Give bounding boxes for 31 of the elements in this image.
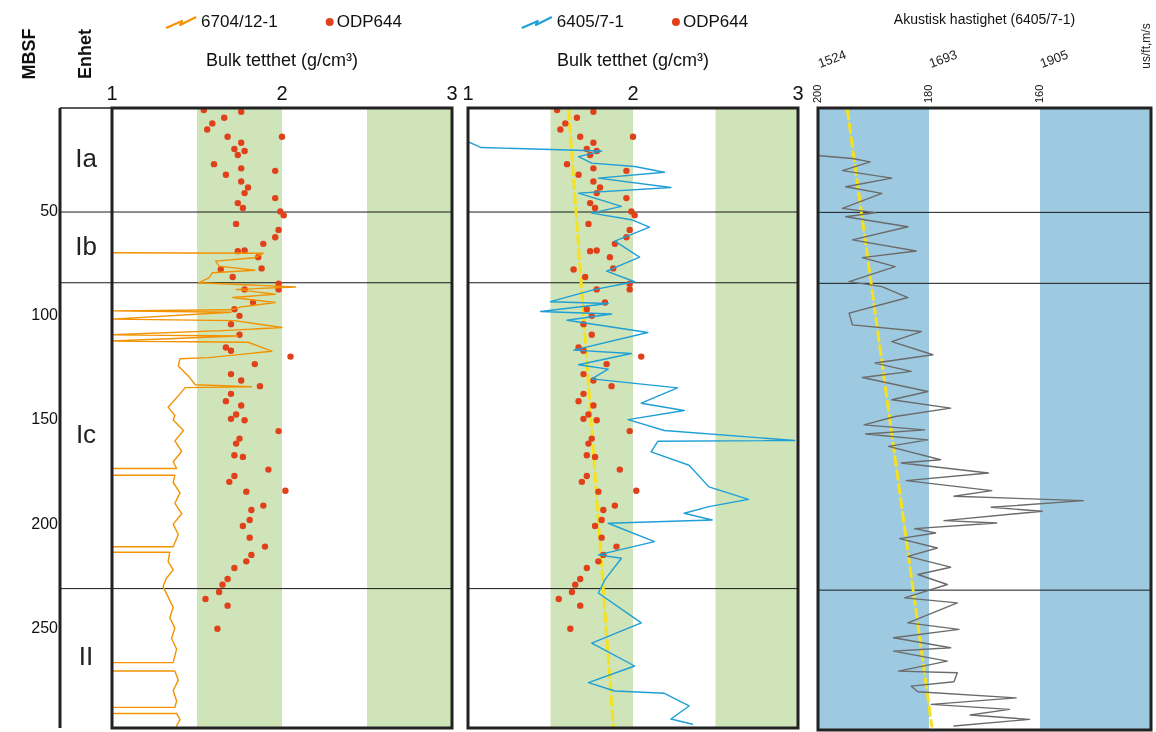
x-axis-title: Bulk tetthet (g/cm³) <box>556 49 710 70</box>
y-tick-label: 150 <box>31 410 59 428</box>
x-axis-title: Bulk tetthet (g/cm³) <box>205 49 359 70</box>
text: Ic <box>75 418 97 449</box>
x-tick-label: 180 <box>922 84 935 103</box>
text: 1524 <box>815 46 849 71</box>
x-tick-label: 200 <box>811 84 824 103</box>
legend-label: 6704/12-1 <box>201 11 278 31</box>
text: Ib <box>75 230 97 261</box>
x-tick-label: 1 <box>462 81 474 104</box>
x-tick-label: 160 <box>1033 84 1046 103</box>
y-tick-label: 50 <box>40 202 59 220</box>
x-tick-label: 2 <box>627 81 639 104</box>
text: us/ft,m/s <box>1139 23 1154 69</box>
y-tick-label: 200 <box>31 514 59 532</box>
text: 1693 <box>926 46 960 71</box>
x-tick-label: 3 <box>792 81 804 104</box>
y-axis-title: MBSF <box>18 28 39 80</box>
x-tick-label: 2 <box>276 81 288 104</box>
x-tick-label: 3 <box>446 81 458 104</box>
x-tick-label: 1 <box>106 81 118 104</box>
text: II <box>78 641 94 672</box>
legend-label: ODP644 <box>336 11 402 31</box>
chart-title: Akustisk hastighet (6405/7-1) <box>893 10 1076 27</box>
legend-label: ODP644 <box>682 11 749 31</box>
legend-label: 6405/7-1 <box>556 11 624 31</box>
y-tick-label: 250 <box>31 618 59 636</box>
text: 1905 <box>1037 46 1071 71</box>
text: Ia <box>75 143 98 174</box>
chart-title: Enhet <box>74 28 95 80</box>
y-tick-label: 100 <box>31 306 59 324</box>
